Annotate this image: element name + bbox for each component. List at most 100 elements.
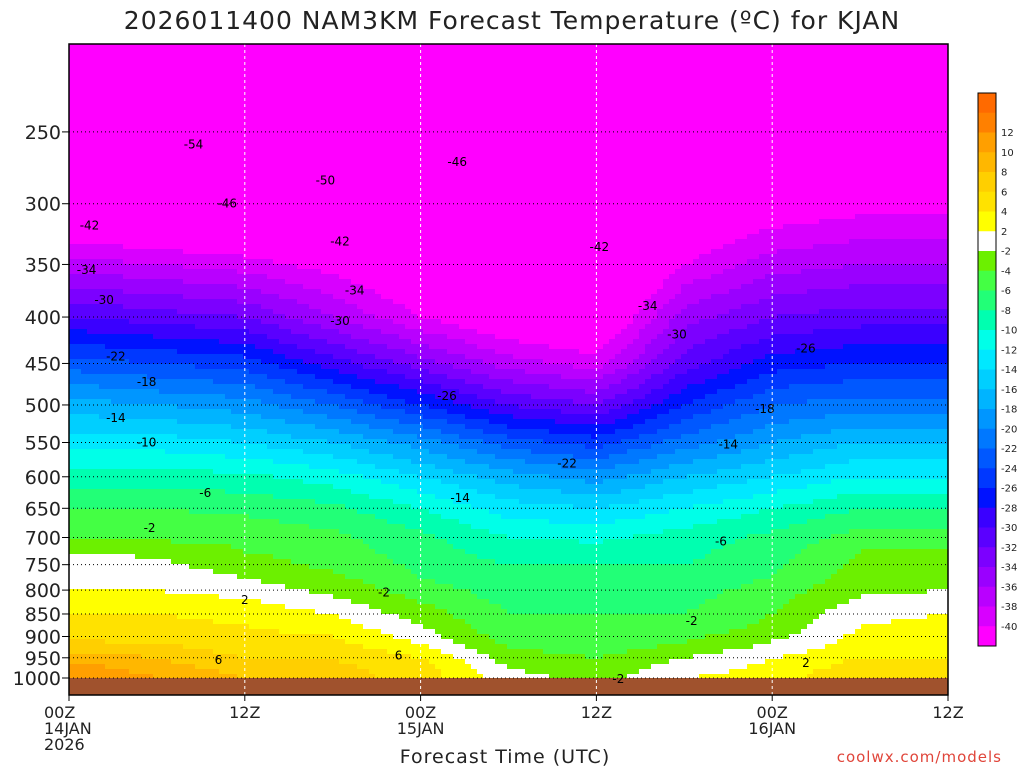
temp-cell bbox=[159, 184, 166, 190]
temp-cell bbox=[291, 69, 298, 75]
temp-cell bbox=[219, 639, 226, 645]
temp-cell bbox=[93, 199, 100, 205]
temp-cell bbox=[213, 154, 220, 160]
temp-cell bbox=[69, 414, 76, 420]
temp-cell bbox=[99, 609, 106, 615]
temp-cell bbox=[159, 649, 166, 655]
temp-cell bbox=[87, 639, 94, 645]
temp-cell bbox=[147, 344, 154, 350]
temp-cell bbox=[81, 239, 88, 245]
temp-cell bbox=[93, 94, 100, 100]
temp-cell bbox=[195, 469, 202, 475]
temp-cell bbox=[249, 154, 256, 160]
temp-cell bbox=[267, 284, 274, 290]
temp-cell bbox=[267, 439, 274, 445]
temp-cell bbox=[219, 524, 226, 530]
temp-cell bbox=[243, 89, 250, 95]
temp-cell bbox=[231, 429, 238, 435]
temp-cell bbox=[147, 329, 154, 335]
temp-cell bbox=[243, 74, 250, 80]
temp-cell bbox=[87, 369, 94, 375]
temp-cell bbox=[105, 624, 112, 630]
temp-cell bbox=[123, 259, 130, 265]
temp-cell bbox=[177, 109, 184, 115]
temp-cell bbox=[171, 489, 178, 495]
temp-cell bbox=[165, 114, 172, 120]
temp-cell bbox=[297, 294, 304, 300]
temp-cell bbox=[249, 634, 256, 640]
temp-cell bbox=[183, 519, 190, 525]
temp-cell bbox=[147, 574, 154, 580]
temp-cell bbox=[159, 99, 166, 105]
temp-cell bbox=[111, 579, 118, 585]
temp-cell bbox=[81, 459, 88, 465]
temp-cell bbox=[207, 579, 214, 585]
temp-cell bbox=[147, 109, 154, 115]
temp-cell bbox=[267, 444, 274, 450]
temp-cell bbox=[93, 79, 100, 85]
temp-cell bbox=[93, 249, 100, 255]
temp-cell bbox=[195, 669, 202, 675]
temp-cell bbox=[201, 439, 208, 445]
temp-cell bbox=[231, 74, 238, 80]
temp-cell bbox=[93, 134, 100, 140]
temp-cell bbox=[273, 544, 280, 550]
temp-cell bbox=[123, 204, 130, 210]
temp-cell bbox=[297, 574, 304, 580]
temp-cell bbox=[99, 489, 106, 495]
temp-cell bbox=[297, 454, 304, 460]
temp-cell bbox=[261, 659, 268, 665]
temp-cell bbox=[135, 134, 142, 140]
temp-cell bbox=[81, 444, 88, 450]
temp-cell bbox=[129, 314, 136, 320]
temp-cell bbox=[249, 574, 256, 580]
temp-cell bbox=[159, 509, 166, 515]
temp-cell bbox=[243, 589, 250, 595]
temp-cell bbox=[117, 49, 124, 55]
temp-cell bbox=[135, 444, 142, 450]
temp-cell bbox=[213, 654, 220, 660]
temp-cell bbox=[93, 674, 100, 680]
temp-cell bbox=[219, 94, 226, 100]
temp-cell bbox=[123, 159, 130, 165]
temp-cell bbox=[129, 44, 136, 50]
temp-cell bbox=[231, 529, 238, 535]
temp-cell bbox=[159, 269, 166, 275]
temp-cell bbox=[189, 149, 196, 155]
temp-cell bbox=[219, 144, 226, 150]
temp-cell bbox=[93, 179, 100, 185]
temp-cell bbox=[177, 674, 184, 680]
temp-cell bbox=[147, 104, 154, 110]
temp-cell bbox=[285, 64, 292, 70]
temp-cell bbox=[297, 519, 304, 525]
temp-cell bbox=[165, 199, 172, 205]
temp-cell bbox=[243, 454, 250, 460]
temp-cell bbox=[201, 344, 208, 350]
temp-cell bbox=[75, 514, 82, 520]
temp-cell bbox=[255, 329, 262, 335]
temp-cell bbox=[117, 264, 124, 270]
temp-cell bbox=[207, 74, 214, 80]
temp-cell bbox=[237, 334, 244, 340]
temp-cell bbox=[279, 594, 286, 600]
temp-cell bbox=[291, 449, 298, 455]
temp-cell bbox=[183, 119, 190, 125]
temp-cell bbox=[297, 94, 304, 100]
temp-cell bbox=[183, 674, 190, 680]
temp-cell bbox=[297, 234, 304, 240]
temp-cell bbox=[279, 69, 286, 75]
temp-cell bbox=[99, 94, 106, 100]
temp-cell bbox=[81, 129, 88, 135]
temp-cell bbox=[141, 149, 148, 155]
temp-cell bbox=[189, 379, 196, 385]
temp-cell bbox=[147, 164, 154, 170]
temp-cell bbox=[135, 69, 142, 75]
temp-cell bbox=[141, 349, 148, 355]
temp-cell bbox=[81, 584, 88, 590]
temp-cell bbox=[165, 219, 172, 225]
temp-cell bbox=[225, 434, 232, 440]
temp-cell bbox=[117, 224, 124, 230]
temp-cell bbox=[147, 214, 154, 220]
temp-cell bbox=[87, 419, 94, 425]
temp-cell bbox=[87, 494, 94, 500]
